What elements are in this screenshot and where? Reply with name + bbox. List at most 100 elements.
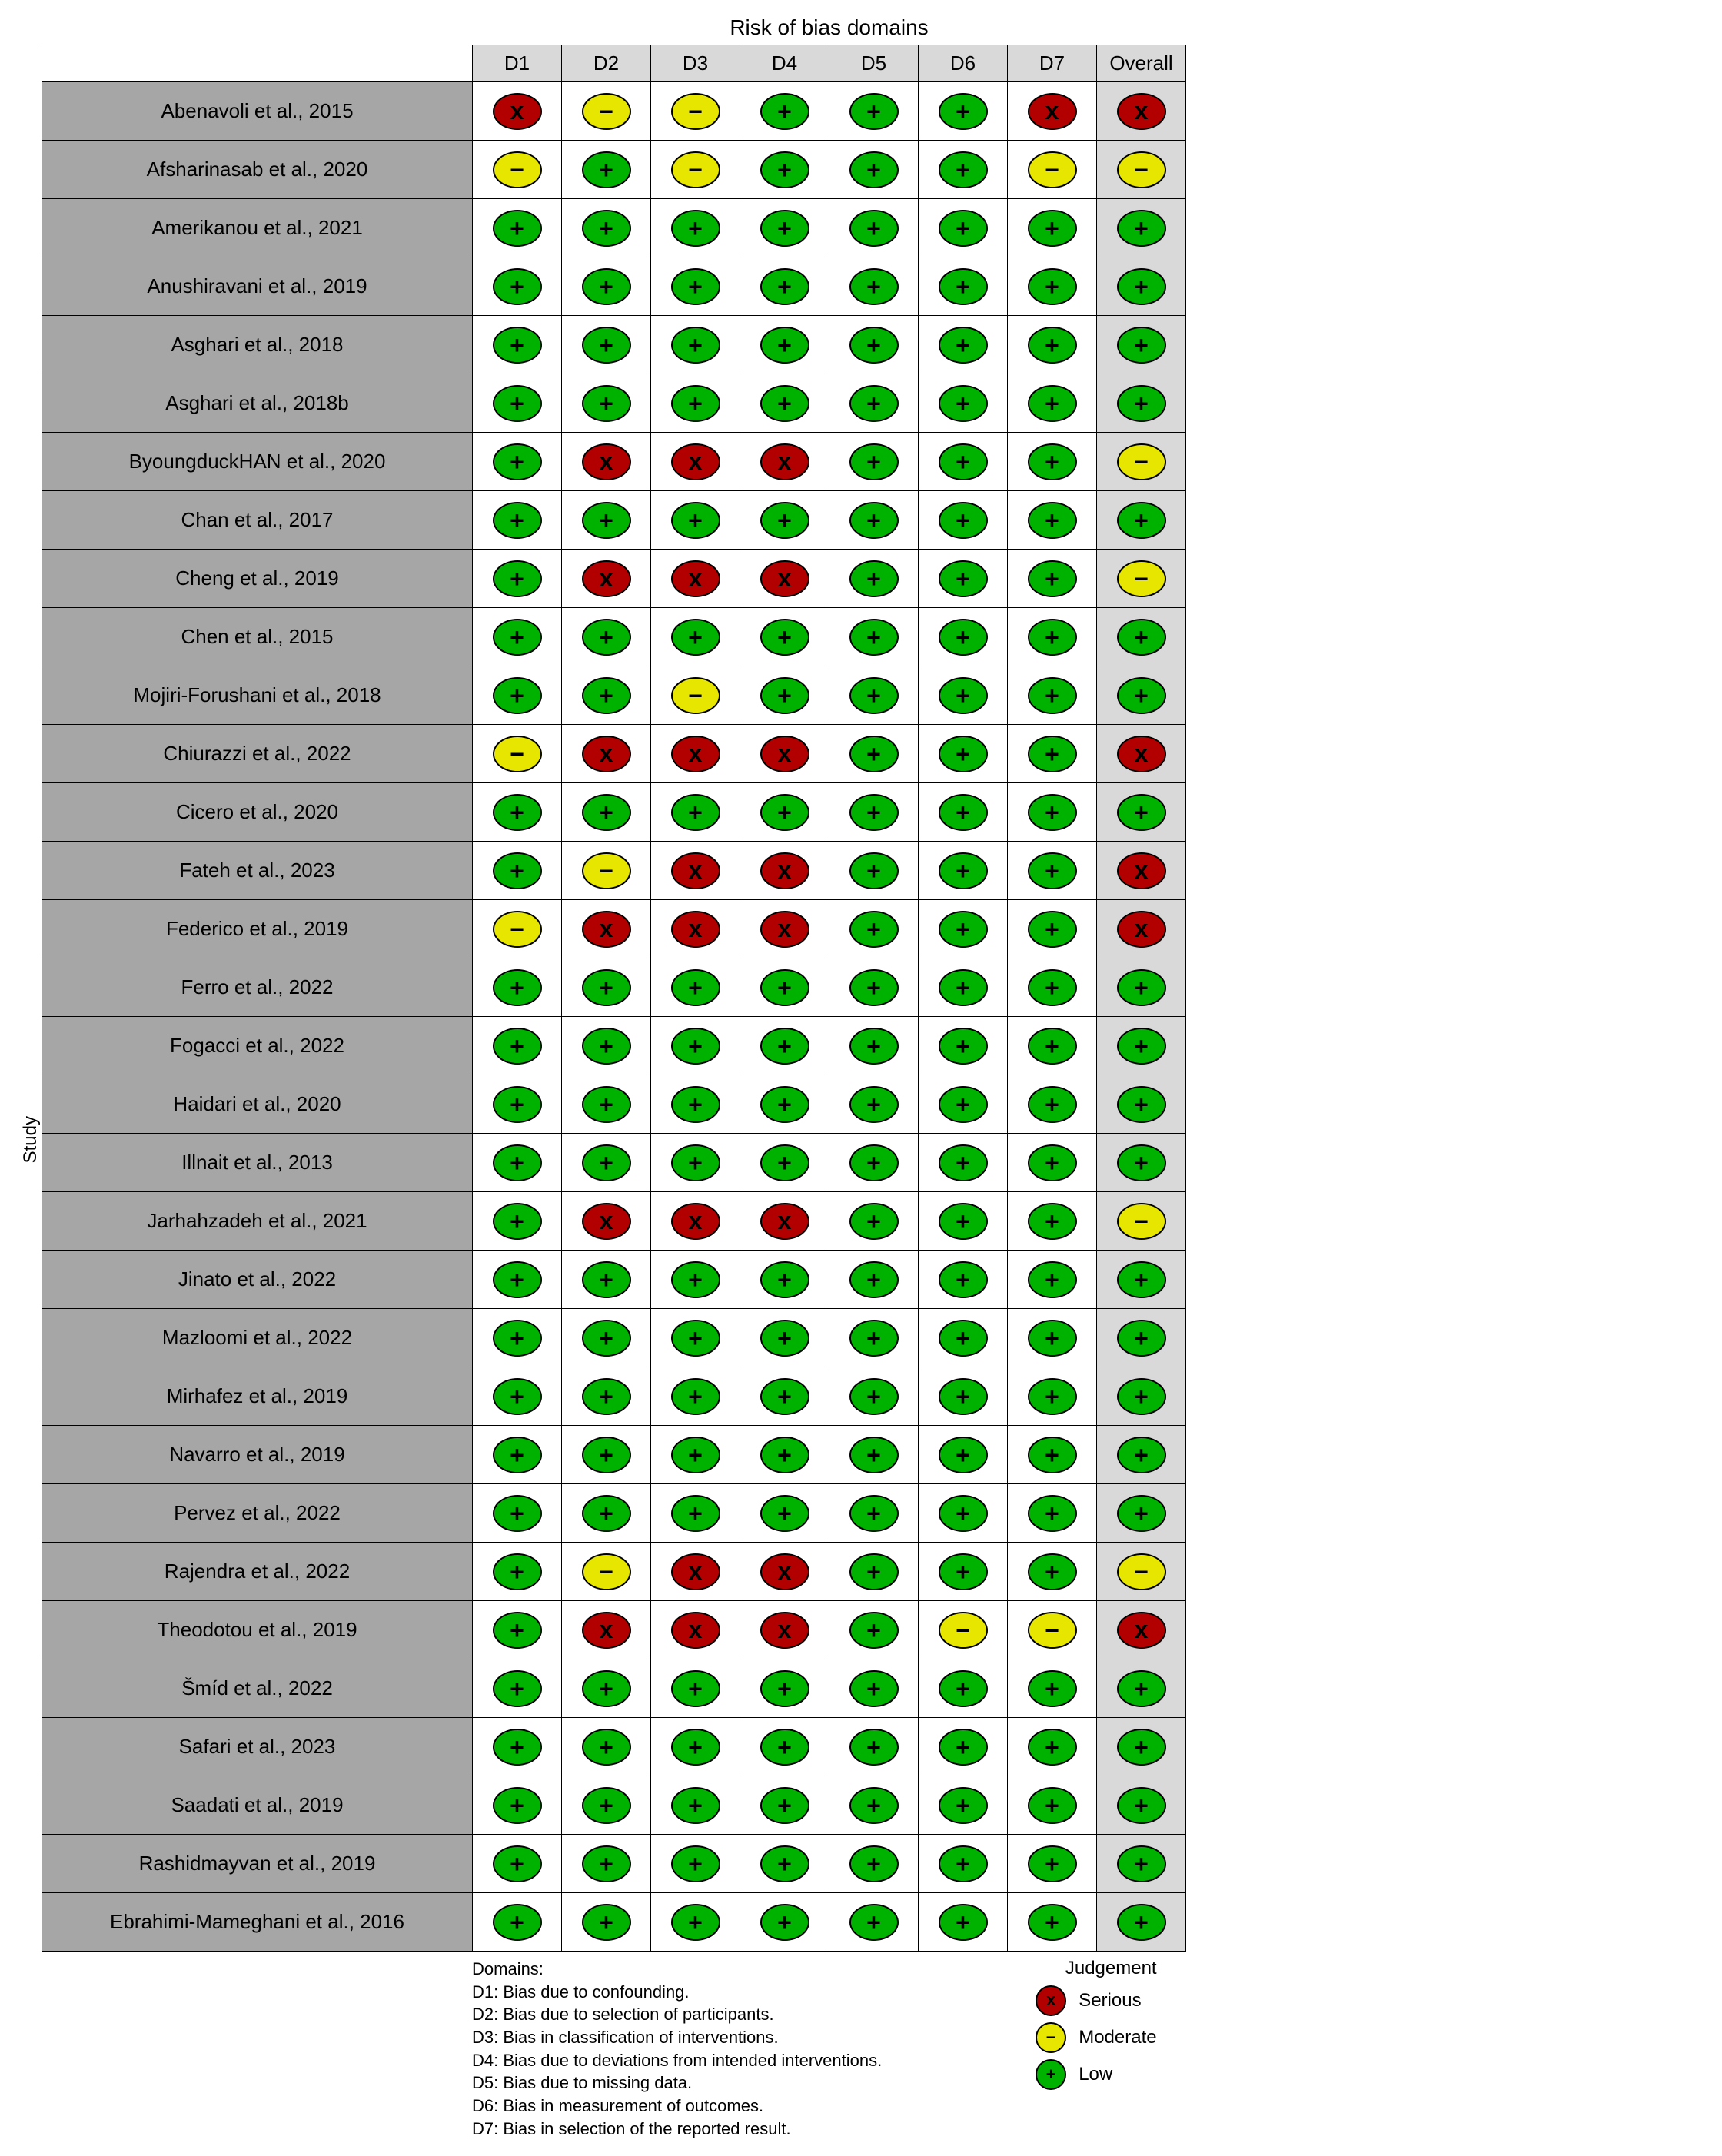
low-icon: +: [1028, 210, 1077, 247]
domain-cell: +: [740, 141, 829, 199]
low-icon: +: [582, 210, 631, 247]
low-icon: +: [760, 1904, 809, 1941]
low-icon: +: [1117, 1437, 1166, 1473]
table-row: Afsharinasab et al., 2020−+−+++−−: [42, 141, 1186, 199]
domain-cell: +: [473, 1134, 562, 1192]
domain-definition: D2: Bias due to selection of participant…: [472, 2003, 882, 2026]
legend-label: Serious: [1079, 1990, 1141, 2011]
serious-icon: x: [760, 911, 809, 948]
judgement-legend: JudgementxSerious−Moderate+Low: [1036, 1958, 1156, 2096]
domain-cell: +: [740, 1017, 829, 1075]
domain-cell: +: [651, 1659, 740, 1718]
serious-icon: x: [760, 736, 809, 772]
low-icon: +: [493, 794, 542, 831]
low-icon: +: [849, 1028, 899, 1065]
domain-cell: +: [651, 491, 740, 550]
domain-cell: x: [740, 1601, 829, 1659]
overall-cell: x: [1097, 900, 1186, 958]
domain-cell: +: [829, 1659, 919, 1718]
study-label: Mirhafez et al., 2019: [42, 1367, 473, 1426]
low-icon: +: [582, 1144, 631, 1181]
low-icon: +: [849, 560, 899, 597]
domain-cell: +: [919, 1134, 1008, 1192]
domain-cell: +: [919, 1309, 1008, 1367]
low-icon: +: [582, 1670, 631, 1707]
overall-cell: −: [1097, 1192, 1186, 1251]
low-icon: +: [760, 1261, 809, 1298]
low-icon: +: [493, 1670, 542, 1707]
study-label: Mazloomi et al., 2022: [42, 1309, 473, 1367]
low-icon: +: [1028, 1670, 1077, 1707]
domain-cell: +: [651, 608, 740, 666]
domain-cell: +: [473, 783, 562, 842]
overall-cell: +: [1097, 958, 1186, 1017]
column-header: D4: [740, 45, 829, 82]
domain-cell: +: [740, 491, 829, 550]
serious-icon: x: [671, 911, 720, 948]
domain-cell: +: [1008, 608, 1097, 666]
domain-cell: +: [919, 374, 1008, 433]
low-icon: +: [582, 1320, 631, 1357]
low-icon: +: [671, 502, 720, 539]
domain-cell: +: [562, 1426, 651, 1484]
low-icon: +: [849, 327, 899, 364]
low-icon: +: [493, 1904, 542, 1941]
study-label: Pervez et al., 2022: [42, 1484, 473, 1543]
domain-cell: +: [829, 141, 919, 199]
table-row: Illnait et al., 2013++++++++: [42, 1134, 1186, 1192]
domain-cell: +: [740, 199, 829, 257]
low-icon: +: [849, 93, 899, 130]
low-icon: +: [1028, 1904, 1077, 1941]
low-icon: +: [1117, 1144, 1166, 1181]
low-icon: +: [582, 502, 631, 539]
low-icon: +: [849, 1729, 899, 1766]
domain-cell: +: [473, 666, 562, 725]
domain-cell: x: [651, 1601, 740, 1659]
low-icon: +: [493, 1553, 542, 1590]
domain-cell: −: [1008, 1601, 1097, 1659]
domain-cell: +: [740, 1776, 829, 1835]
low-icon: +: [760, 619, 809, 656]
low-icon: +: [849, 852, 899, 889]
legend-item: +Low: [1036, 2059, 1156, 2090]
table-row: Federico et al., 2019−xxx+++x: [42, 900, 1186, 958]
low-icon: +: [1117, 502, 1166, 539]
domain-cell: +: [829, 1367, 919, 1426]
domain-cell: +: [829, 316, 919, 374]
study-label: Navarro et al., 2019: [42, 1426, 473, 1484]
domain-cell: +: [473, 1075, 562, 1134]
domain-cell: +: [829, 374, 919, 433]
low-icon: +: [493, 210, 542, 247]
low-icon: +: [760, 1086, 809, 1123]
overall-cell: +: [1097, 1484, 1186, 1543]
domain-cell: +: [1008, 1835, 1097, 1893]
low-icon: +: [760, 969, 809, 1006]
low-icon: +: [849, 1203, 899, 1240]
low-icon: +: [760, 502, 809, 539]
serious-icon: x: [1036, 1985, 1066, 2016]
overall-cell: x: [1097, 1601, 1186, 1659]
domain-cell: +: [919, 1367, 1008, 1426]
plot-area: Risk of bias domains D1D2D3D4D5D6D7Overa…: [42, 15, 1186, 2141]
domain-cell: +: [829, 1893, 919, 1952]
table-row: Amerikanou et al., 2021++++++++: [42, 199, 1186, 257]
table-row: Chiurazzi et al., 2022−xxx+++x: [42, 725, 1186, 783]
domain-cell: +: [829, 199, 919, 257]
low-icon: +: [939, 852, 988, 889]
domain-cell: +: [919, 141, 1008, 199]
domain-cell: +: [919, 82, 1008, 141]
study-label: Theodotou et al., 2019: [42, 1601, 473, 1659]
domain-cell: +: [740, 1718, 829, 1776]
low-icon: +: [760, 268, 809, 305]
table-row: Pervez et al., 2022++++++++: [42, 1484, 1186, 1543]
low-icon: +: [582, 677, 631, 714]
domain-cell: +: [1008, 1543, 1097, 1601]
moderate-icon: −: [671, 677, 720, 714]
overall-cell: +: [1097, 257, 1186, 316]
serious-icon: x: [582, 911, 631, 948]
low-icon: +: [760, 1845, 809, 1882]
domain-cell: +: [473, 1251, 562, 1309]
domain-cell: +: [919, 1543, 1008, 1601]
serious-icon: x: [760, 852, 809, 889]
study-label: Rashidmayvan et al., 2019: [42, 1835, 473, 1893]
